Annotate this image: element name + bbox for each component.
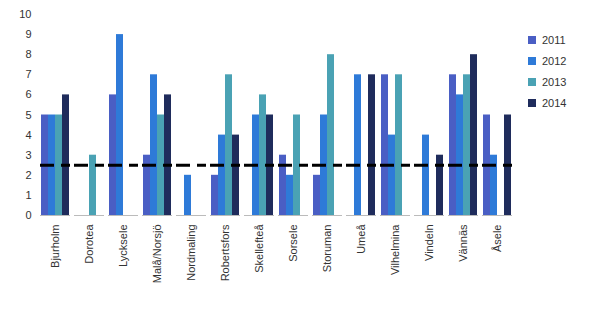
svg-text:7: 7 — [25, 68, 31, 80]
svg-text:8: 8 — [25, 48, 31, 60]
svg-text:3: 3 — [25, 149, 31, 161]
svg-text:6: 6 — [25, 88, 31, 100]
svg-text:4: 4 — [25, 129, 31, 141]
svg-text:Bjurholm: Bjurholm — [49, 225, 61, 268]
svg-text:Robertsfors: Robertsfors — [219, 224, 231, 281]
svg-text:9: 9 — [25, 28, 31, 40]
svg-text:Storuman: Storuman — [321, 225, 333, 273]
svg-text:10: 10 — [19, 8, 31, 20]
svg-text:5: 5 — [25, 109, 31, 121]
html-text:2014: 2014 — [542, 97, 567, 109]
svg-text:Åsele: Åsele — [491, 225, 503, 253]
svg-text:Skellefteå: Skellefteå — [253, 224, 265, 273]
svg-text:1: 1 — [25, 189, 31, 201]
svg-text:2: 2 — [25, 169, 31, 181]
svg-text:Nordmaling: Nordmaling — [185, 225, 197, 281]
svg-text:Vilhelmina: Vilhelmina — [389, 224, 401, 275]
svg-text:Malå/Norsjö: Malå/Norsjö — [151, 225, 163, 284]
svg-text:Lycksele: Lycksele — [117, 225, 129, 267]
html-text:2012: 2012 — [542, 55, 567, 67]
svg-text:Sorsele: Sorsele — [287, 225, 299, 262]
html-text:2013: 2013 — [542, 76, 567, 88]
svg-text:Umeå: Umeå — [355, 224, 367, 254]
svg-text:Dorotea: Dorotea — [83, 224, 95, 264]
svg-text:0: 0 — [25, 209, 31, 221]
svg-text:Vännäs: Vännäs — [457, 224, 469, 262]
svg-text:Vindeln: Vindeln — [423, 225, 435, 262]
html-text:2011: 2011 — [542, 34, 566, 46]
